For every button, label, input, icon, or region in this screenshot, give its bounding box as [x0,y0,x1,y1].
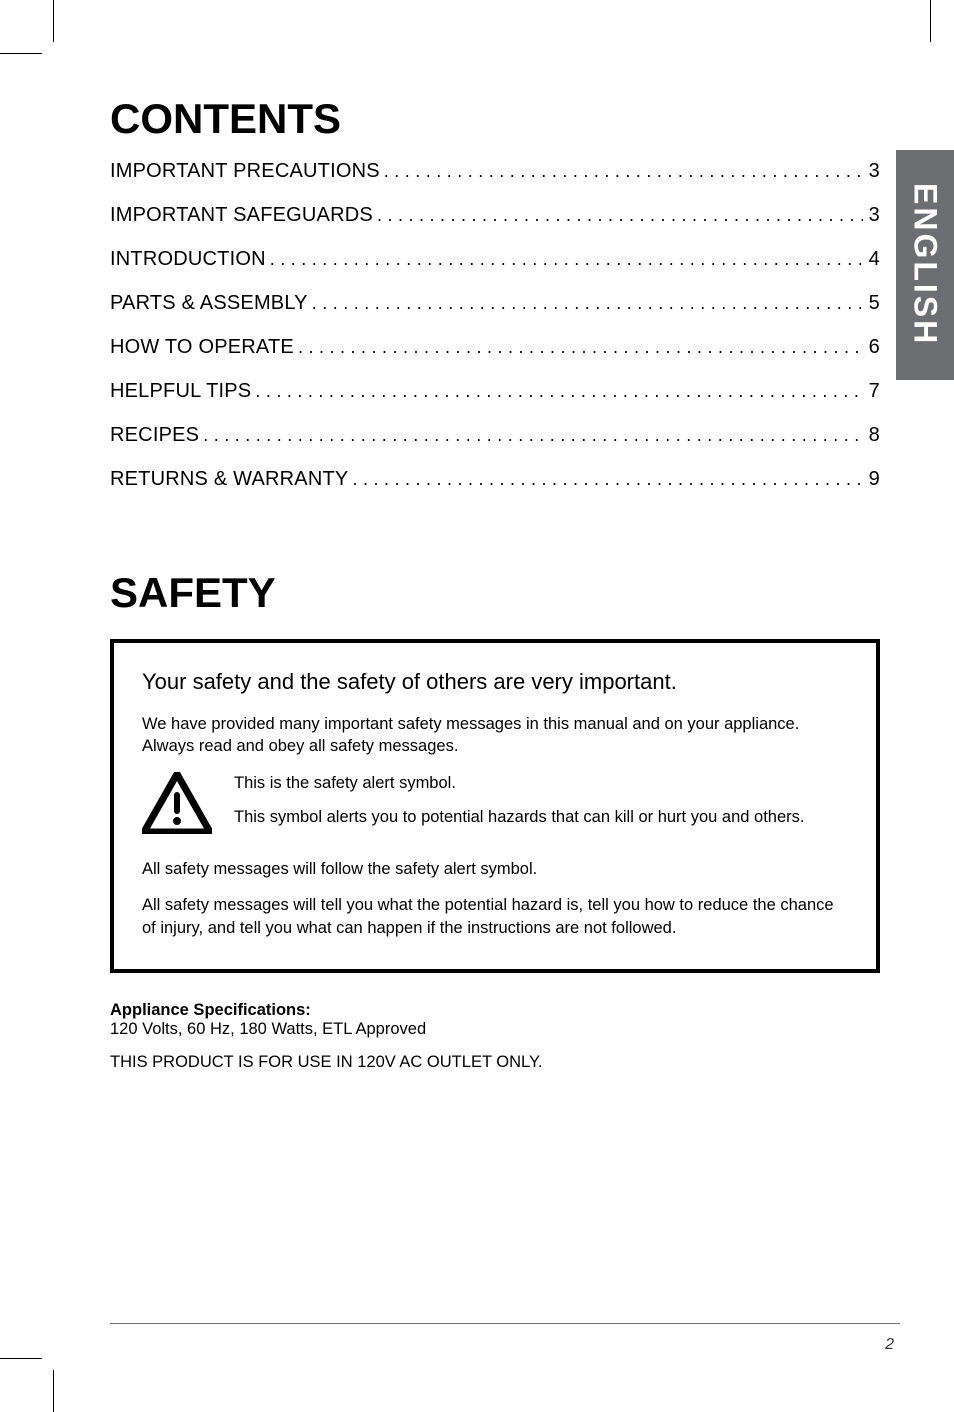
toc-page-number: 3 [863,161,880,181]
toc-page-number: 4 [863,249,880,269]
toc-row: RECIPES 8 [110,425,880,445]
table-of-contents: IMPORTANT PRECAUTIONS 3 IMPORTANT SAFEGU… [110,161,880,489]
safety-callout-box: Your safety and the safety of others are… [110,639,880,973]
toc-page-number: 5 [863,293,880,313]
crop-mark [0,1358,42,1359]
crop-mark [53,1370,54,1412]
toc-page-number: 3 [863,205,880,225]
toc-label: IMPORTANT PRECAUTIONS [110,161,380,181]
safety-alert-text: This is the safety alert symbol. This sy… [234,772,804,841]
toc-label: PARTS & ASSEMBLY [110,293,308,313]
safety-lead-text: Your safety and the safety of others are… [142,669,848,695]
page-number: 2 [885,1336,894,1354]
toc-page-number: 6 [863,337,880,357]
toc-label: HOW TO OPERATE [110,337,294,357]
toc-leader-dots [199,426,862,444]
toc-page-number: 7 [863,381,880,401]
safety-explain-text: All safety messages will tell you what t… [142,894,848,939]
safety-intro-text: We have provided many important safety m… [142,713,848,758]
toc-page-number: 9 [863,469,880,489]
crop-mark [0,53,42,54]
language-tab-label: ENGLISH [907,183,944,346]
appliance-spec-block: Appliance Specifications: 120 Volts, 60 … [110,1001,880,1072]
toc-row: HOW TO OPERATE 6 [110,337,880,357]
spec-line: 120 Volts, 60 Hz, 180 Watts, ETL Approve… [110,1020,880,1039]
toc-leader-dots [348,470,862,488]
toc-leader-dots [380,162,863,180]
toc-label: HELPFUL TIPS [110,381,251,401]
safety-heading: SAFETY [110,569,880,617]
toc-page-number: 8 [863,425,880,445]
toc-leader-dots [294,338,863,356]
toc-row: IMPORTANT SAFEGUARDS 3 [110,205,880,225]
page-content: CONTENTS IMPORTANT PRECAUTIONS 3 IMPORTA… [110,95,880,1072]
toc-leader-dots [373,206,863,224]
toc-label: IMPORTANT SAFEGUARDS [110,205,373,225]
alert-line-1: This is the safety alert symbol. [234,772,804,794]
toc-label: INTRODUCTION [110,249,266,269]
toc-row: IMPORTANT PRECAUTIONS 3 [110,161,880,181]
safety-follow-text: All safety messages will follow the safe… [142,858,848,880]
toc-leader-dots [266,250,863,268]
toc-label: RETURNS & WARRANTY [110,469,348,489]
crop-mark [930,0,931,42]
toc-row: PARTS & ASSEMBLY 5 [110,293,880,313]
crop-mark [53,0,54,42]
footer-divider [110,1323,900,1324]
spec-title: Appliance Specifications: [110,1001,880,1020]
toc-row: INTRODUCTION 4 [110,249,880,269]
toc-leader-dots [251,382,862,400]
toc-label: RECIPES [110,425,199,445]
safety-alert-row: This is the safety alert symbol. This sy… [142,772,848,841]
language-tab: ENGLISH [896,150,954,380]
alert-line-2: This symbol alerts you to potential haza… [234,806,804,828]
warning-triangle-icon [142,772,212,839]
spec-note: THIS PRODUCT IS FOR USE IN 120V AC OUTLE… [110,1053,880,1072]
toc-leader-dots [308,294,863,312]
toc-row: RETURNS & WARRANTY 9 [110,469,880,489]
toc-row: HELPFUL TIPS 7 [110,381,880,401]
contents-heading: CONTENTS [110,95,880,143]
